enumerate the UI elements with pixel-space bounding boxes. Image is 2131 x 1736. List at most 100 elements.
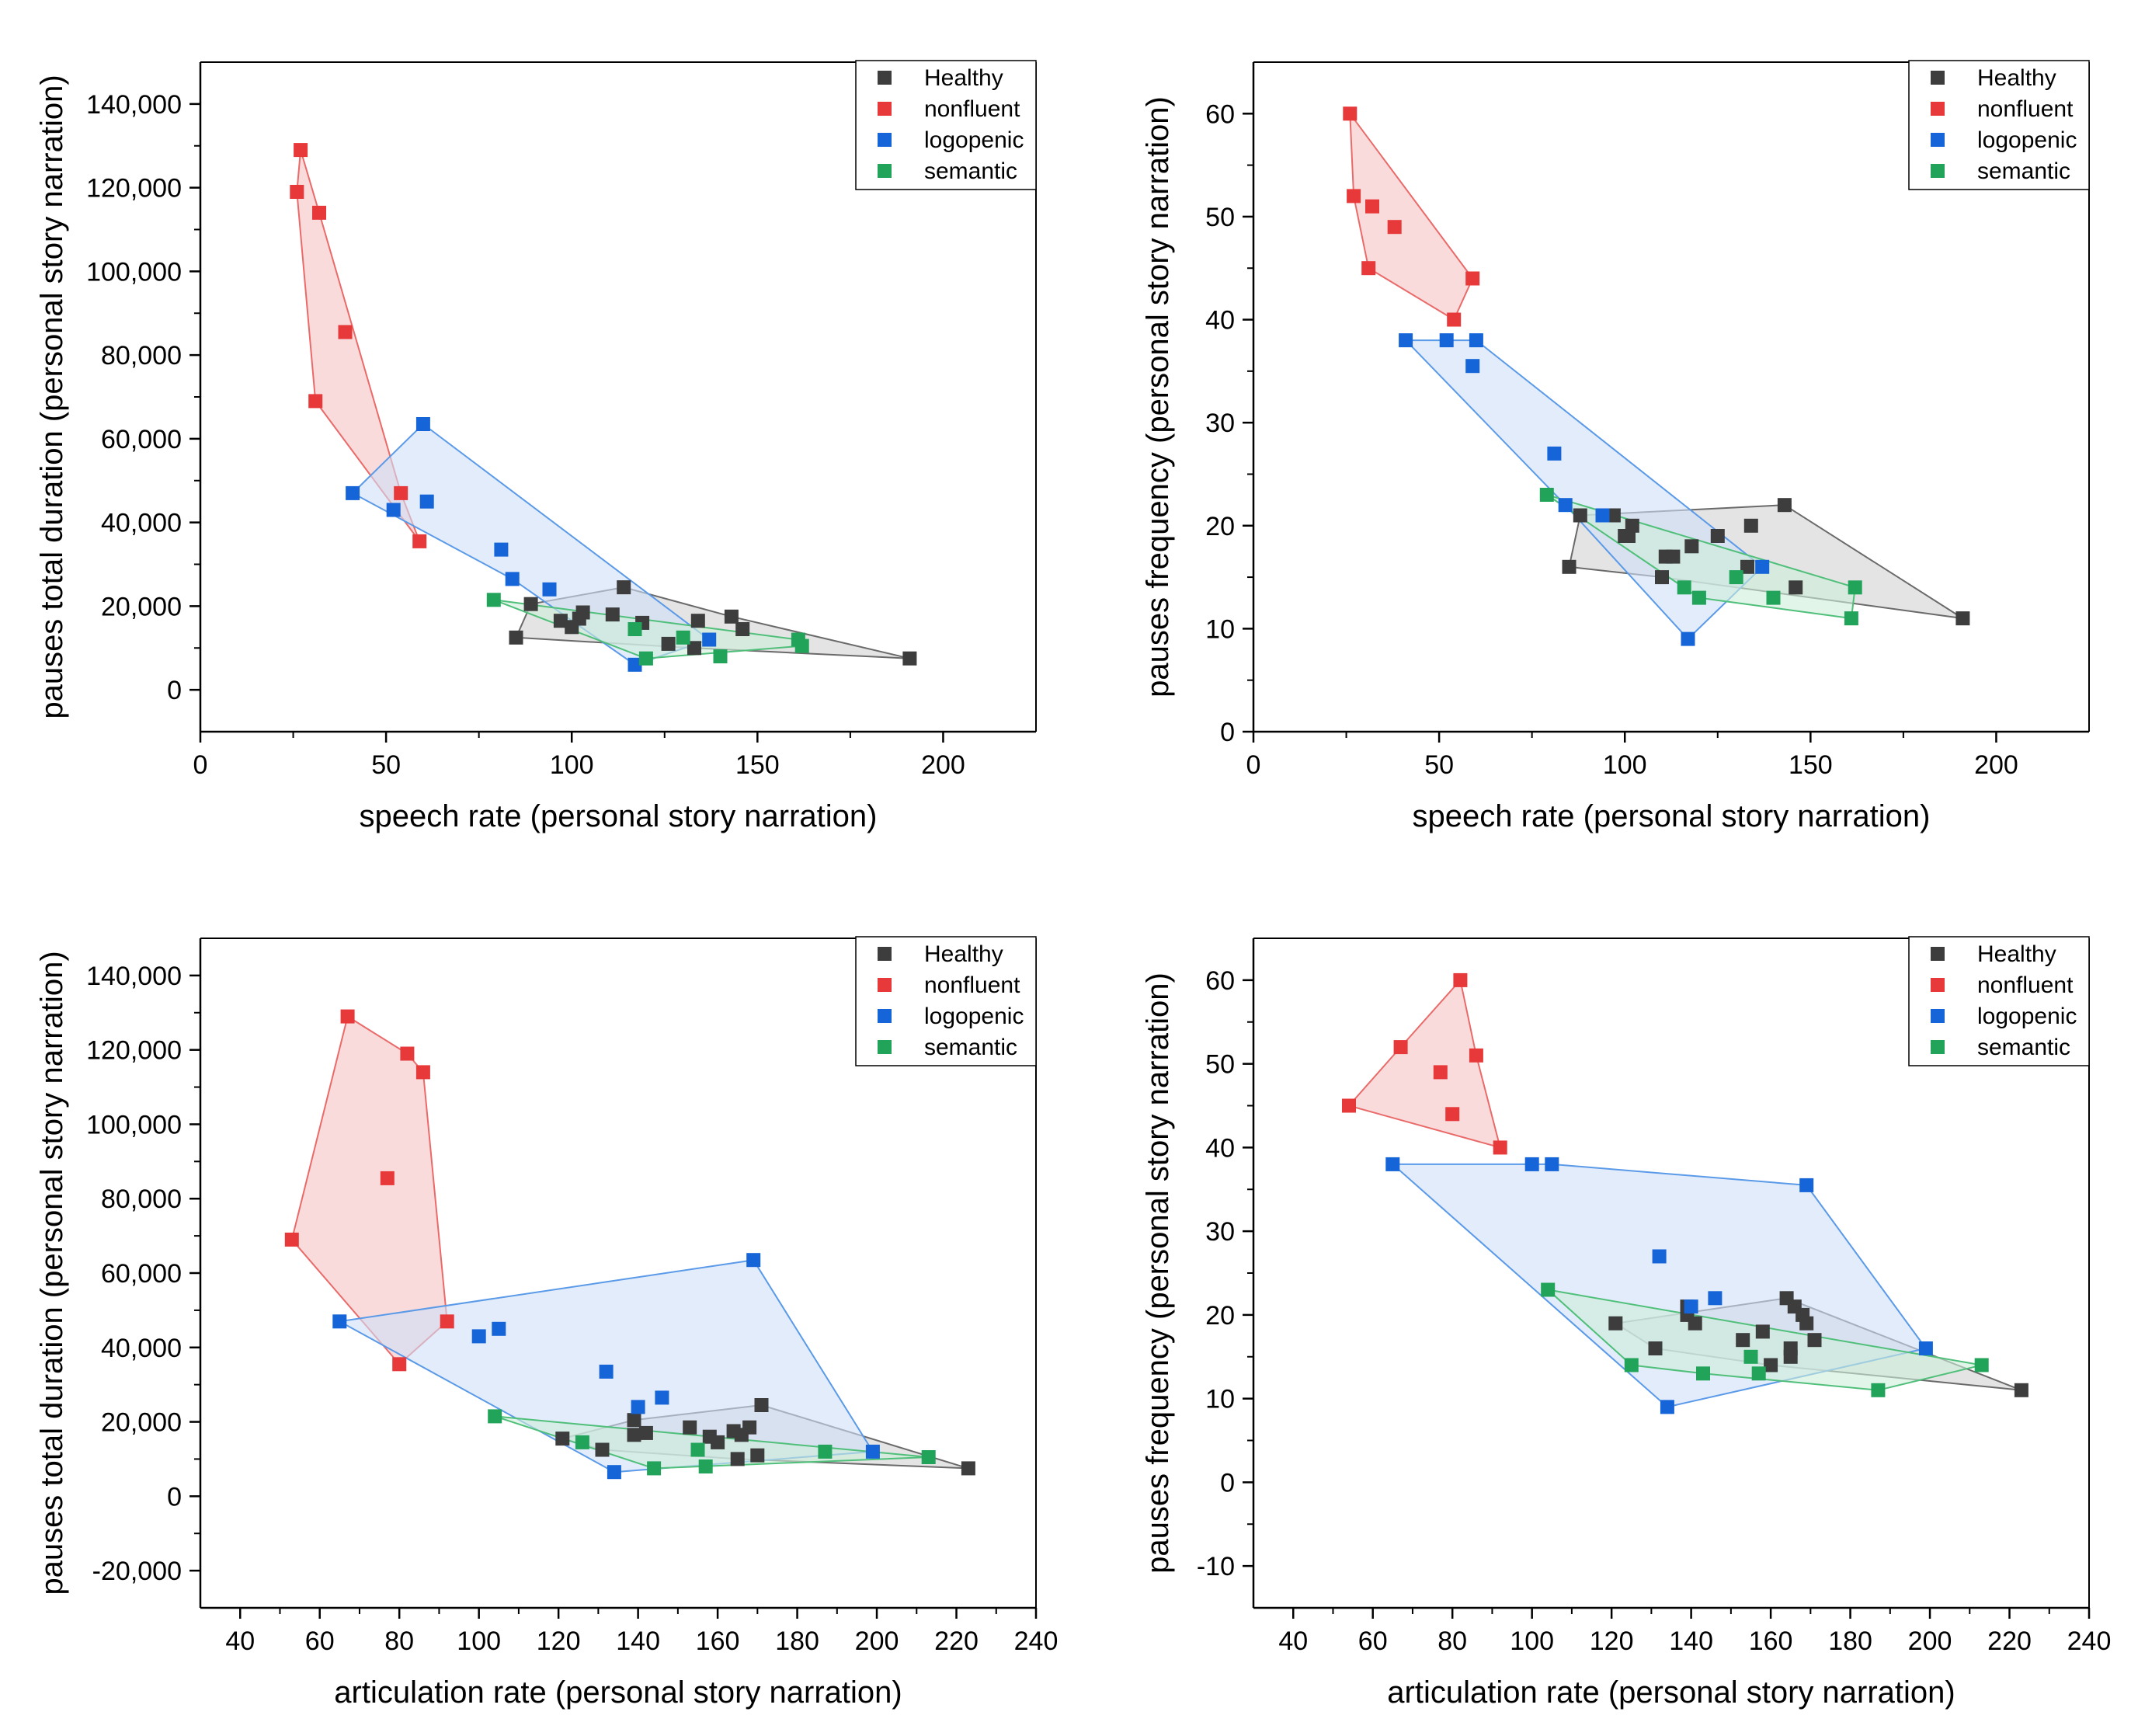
legend-marker-nonfluent (878, 102, 892, 116)
point-semantic (921, 1450, 936, 1464)
point-nonfluent (394, 485, 408, 500)
x-tick-label: 120 (537, 1626, 581, 1656)
point-nonfluent (392, 1357, 407, 1372)
point-nonfluent (1465, 271, 1480, 286)
point-logopenic (1660, 1400, 1674, 1414)
x-axis-title: articulation rate (personal story narrat… (334, 1675, 902, 1710)
x-tick-label: 150 (1789, 750, 1833, 780)
y-tick-label: 30 (1205, 409, 1235, 438)
x-tick-label: 40 (1278, 1626, 1308, 1656)
point-logopenic (631, 1400, 645, 1414)
legend-marker-logopenic (878, 1009, 892, 1023)
point-logopenic (1652, 1249, 1667, 1264)
point-nonfluent (1347, 189, 1361, 204)
point-healthy (2014, 1383, 2028, 1397)
x-tick-label: 60 (1358, 1626, 1388, 1656)
point-healthy (735, 622, 750, 636)
point-healthy (1684, 539, 1699, 554)
point-semantic (690, 1442, 705, 1457)
point-semantic (1539, 488, 1554, 502)
point-semantic (1844, 611, 1858, 626)
x-tick-label: 240 (2067, 1626, 2112, 1656)
x-tick-label: 0 (193, 750, 208, 780)
legend-label-logopenic: logopenic (924, 127, 1024, 153)
x-tick-label: 160 (696, 1626, 740, 1656)
point-nonfluent (1343, 106, 1358, 121)
point-semantic (1974, 1358, 1989, 1372)
point-healthy (661, 636, 676, 651)
legend-marker-logopenic (1931, 133, 1945, 147)
point-logopenic (542, 582, 557, 597)
y-tick-label: 10 (1205, 1385, 1235, 1414)
point-logopenic (471, 1329, 486, 1344)
point-healthy (1625, 518, 1639, 533)
hull-nonfluent (1349, 113, 1474, 321)
point-nonfluent (412, 534, 427, 548)
point-logopenic (415, 417, 430, 431)
point-semantic (488, 1409, 502, 1424)
point-healthy (742, 1420, 757, 1435)
point-logopenic (865, 1444, 880, 1459)
point-healthy (1955, 611, 1970, 626)
x-tick-label: 150 (735, 750, 780, 780)
point-logopenic (1799, 1178, 1814, 1192)
chart-panel-4: 40 60 80 100 120 140 160 180 200 220 240 -10 0 10 20 30… (1141, 936, 2112, 1710)
point-semantic (818, 1444, 833, 1459)
point-logopenic (346, 485, 360, 500)
point-healthy (754, 1398, 769, 1412)
point-healthy (1736, 1333, 1750, 1348)
point-healthy (1688, 1316, 1702, 1331)
point-semantic (1541, 1282, 1556, 1297)
point-semantic (638, 651, 653, 666)
point-logopenic (386, 503, 401, 517)
point-healthy (1789, 580, 1803, 595)
point-healthy (1648, 1341, 1663, 1355)
point-healthy (1764, 1358, 1778, 1372)
point-logopenic (1681, 631, 1695, 646)
point-logopenic (655, 1390, 669, 1405)
y-tick-label: 0 (167, 1482, 182, 1512)
point-logopenic (1547, 446, 1562, 461)
x-axis-title: speech rate (personal story narration) (360, 799, 878, 833)
point-healthy (1777, 498, 1792, 513)
x-tick-label: 100 (457, 1626, 501, 1656)
y-tick-label: 20,000 (101, 1408, 182, 1438)
legend-label-nonfluent: nonfluent (1977, 96, 2074, 122)
point-nonfluent (440, 1314, 454, 1329)
point-nonfluent (338, 325, 353, 339)
legend-label-nonfluent: nonfluent (924, 972, 1020, 998)
point-healthy (1799, 1316, 1814, 1331)
x-tick-label: 140 (616, 1626, 660, 1656)
legend-marker-healthy (878, 947, 892, 961)
point-semantic (1677, 580, 1691, 595)
y-tick-label: 50 (1205, 1050, 1235, 1080)
point-nonfluent (1493, 1140, 1507, 1155)
legend-label-nonfluent: nonfluent (924, 96, 1020, 122)
y-tick-label: 140,000 (86, 962, 182, 991)
point-healthy (605, 607, 620, 622)
x-tick-label: 40 (225, 1626, 255, 1656)
x-tick-label: 100 (1510, 1626, 1554, 1656)
legend-label-nonfluent: nonfluent (1977, 972, 2074, 998)
x-tick-label: 120 (1590, 1626, 1634, 1656)
y-tick-label: 60,000 (101, 1259, 182, 1289)
point-logopenic (746, 1253, 761, 1268)
legend-marker-healthy (1931, 71, 1945, 85)
legend-label-healthy: Healthy (924, 65, 1003, 91)
point-logopenic (332, 1314, 347, 1329)
chart-panel-2: 0 50 100 150 200 0 10 20 30 40 50 60 speech rate (pe… (1141, 60, 2090, 833)
point-semantic (1691, 590, 1706, 605)
point-logopenic (1545, 1157, 1559, 1171)
y-tick-label: 0 (167, 676, 182, 705)
point-logopenic (1755, 559, 1770, 574)
point-healthy (711, 1435, 725, 1449)
x-tick-label: 50 (371, 750, 401, 780)
point-healthy (595, 1442, 610, 1457)
point-nonfluent (1365, 199, 1379, 214)
point-semantic (1729, 570, 1743, 585)
y-axis-title: pauses total duration (personal story na… (35, 75, 69, 718)
y-tick-label: 120,000 (86, 1036, 182, 1066)
point-healthy (961, 1461, 975, 1476)
x-axis-title: speech rate (personal story narration) (1413, 799, 1931, 833)
point-semantic (627, 622, 642, 636)
